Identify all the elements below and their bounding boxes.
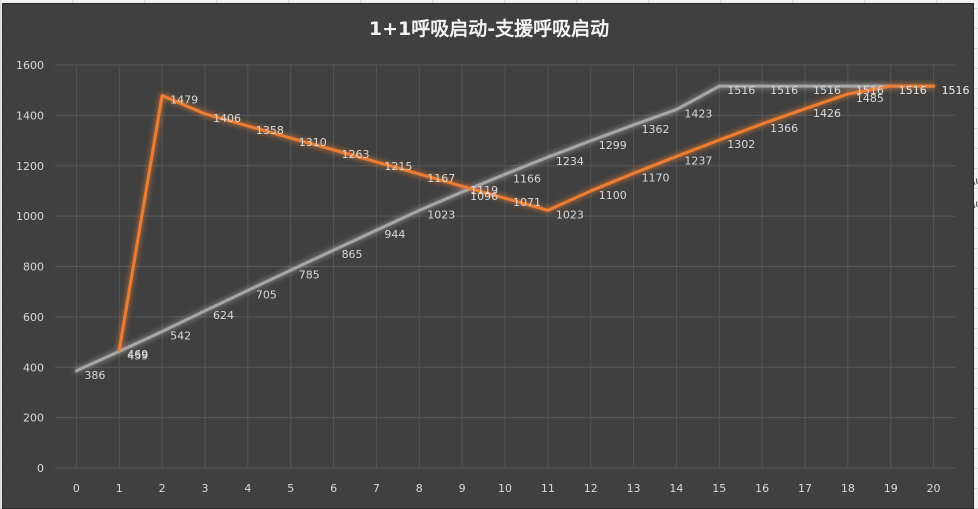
x-tick-label: 7 (373, 482, 380, 495)
data-label: 1263 (342, 148, 370, 161)
data-label: 469 (127, 348, 148, 361)
x-tick-label: 15 (712, 482, 726, 495)
data-label: 1302 (727, 138, 755, 151)
y-tick-label: 1400 (16, 109, 44, 122)
x-tick-label: 12 (584, 482, 598, 495)
series-line (74, 84, 936, 373)
x-tick-label: 13 (627, 482, 641, 495)
gridlines (55, 64, 955, 469)
data-label: 1479 (170, 93, 198, 106)
data-label: 1167 (427, 172, 455, 185)
x-tick-label: 8 (416, 482, 423, 495)
y-tick-label: 1200 (16, 160, 44, 173)
data-label: 785 (299, 268, 320, 281)
chart-title: 1+1呼吸启动-支援呼吸启动 (369, 17, 609, 40)
data-label: 1100 (599, 189, 627, 202)
y-axis: 0 200 400 600 800 1000 1200 1400 1600 (16, 59, 44, 475)
y-tick-label: 1600 (16, 59, 44, 72)
x-tick-label: 0 (73, 482, 80, 495)
data-label: 386 (84, 369, 105, 382)
x-tick-label: 16 (755, 482, 769, 495)
x-tick-label: 5 (287, 482, 294, 495)
data-label: 542 (170, 329, 191, 342)
data-label: 1426 (813, 107, 841, 120)
data-label: 1358 (256, 124, 284, 137)
clipped-cell-text: \u6bd4 (972, 176, 978, 188)
data-label: 459 (127, 349, 148, 362)
x-tick-label: 18 (841, 482, 855, 495)
y-tick-label: 200 (23, 412, 44, 425)
data-label: 705 (256, 288, 277, 301)
data-label: 1406 (213, 112, 241, 125)
x-tick-label: 10 (498, 482, 512, 495)
data-label: 1071 (513, 196, 541, 209)
data-label: 1299 (599, 139, 627, 152)
data-label: 1516 (813, 84, 841, 97)
data-label: 1096 (470, 190, 498, 203)
data-label: 1166 (513, 172, 541, 185)
y-tick-label: 0 (37, 462, 44, 475)
data-label: 1516 (899, 84, 927, 97)
x-tick-label: 2 (159, 482, 166, 495)
y-tick-label: 400 (23, 361, 44, 374)
x-tick-label: 14 (669, 482, 683, 495)
data-label: 1423 (684, 108, 712, 121)
data-labels: 469 1479 1406 1358 1310 1263 1215 1167 1119 1071 1… (84, 84, 969, 382)
data-label: 1119 (470, 184, 498, 197)
x-tick-label: 11 (541, 482, 555, 495)
x-axis: 0 1 2 3 4 5 6 7 8 9 10 11 12 13 14 15 16 17 18 19 20 (73, 482, 941, 495)
data-label: 1366 (770, 122, 798, 135)
data-label: 1516 (942, 84, 970, 97)
series-line (117, 84, 936, 352)
x-tick-label: 3 (202, 482, 209, 495)
data-label: 1516 (770, 84, 798, 97)
data-label: 624 (213, 309, 234, 322)
data-label: 865 (342, 248, 363, 261)
data-label: 1170 (642, 171, 670, 184)
x-tick-label: 20 (927, 482, 941, 495)
data-label: 1023 (427, 208, 455, 221)
data-label: 1310 (299, 136, 327, 149)
x-tick-label: 17 (798, 482, 812, 495)
x-tick-label: 9 (459, 482, 466, 495)
data-label: 1362 (642, 123, 670, 136)
y-tick-label: 600 (23, 311, 44, 324)
data-label: 944 (384, 228, 405, 241)
x-tick-label: 19 (884, 482, 898, 495)
data-label: 1516 (899, 84, 927, 97)
data-label: 1023 (556, 208, 584, 221)
data-label: 1237 (684, 154, 712, 167)
data-label: 1516 (942, 84, 970, 97)
data-label: 1516 (856, 84, 884, 97)
data-label: 1234 (556, 155, 584, 168)
data-label: 1485 (856, 92, 884, 105)
clipped-cell-text: \u8fbe (972, 199, 978, 211)
y-tick-label: 800 (23, 261, 44, 274)
x-tick-label: 6 (330, 482, 337, 495)
y-tick-label: 1000 (16, 210, 44, 223)
x-tick-label: 1 (116, 482, 123, 495)
x-tick-label: 4 (244, 482, 251, 495)
data-label: 1215 (384, 160, 412, 173)
series-lines (74, 84, 936, 373)
data-label: 1516 (727, 84, 755, 97)
